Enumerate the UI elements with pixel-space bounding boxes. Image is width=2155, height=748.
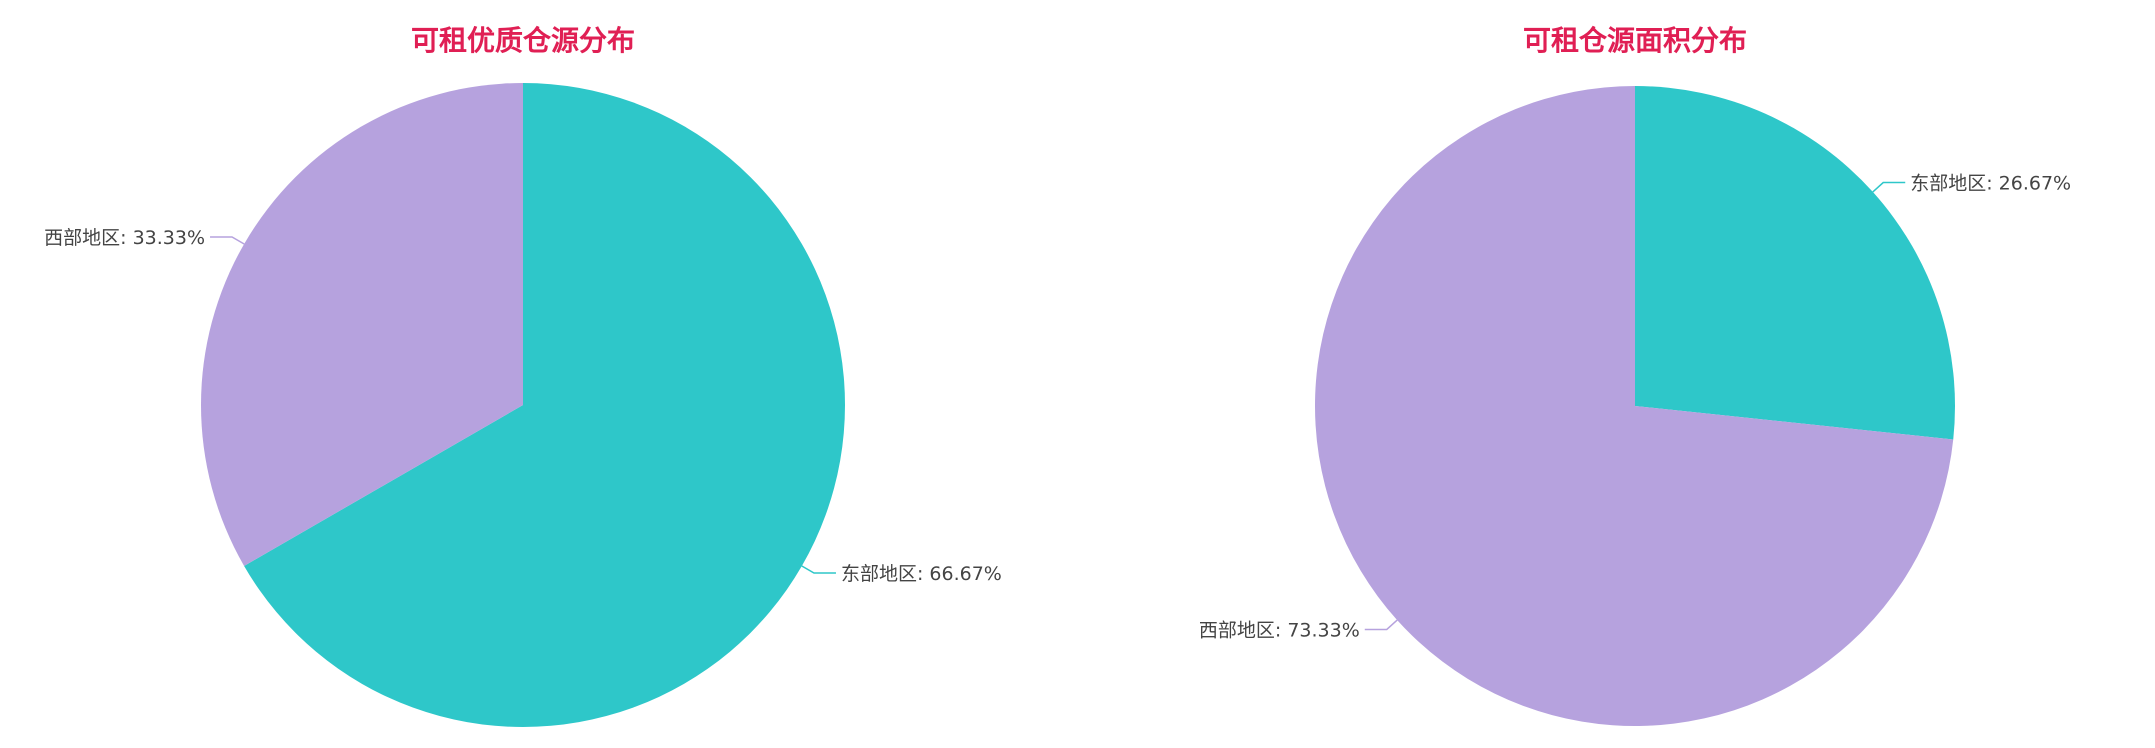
pie-slice-west[interactable] xyxy=(1315,86,1954,726)
pie-slice-east[interactable] xyxy=(244,83,846,727)
label-leader-line xyxy=(1872,181,1906,193)
label-leader-line xyxy=(1364,619,1398,631)
slice-label: 西部地区: 33.33% xyxy=(44,227,205,249)
pie-slice-west[interactable] xyxy=(200,82,523,566)
slice-label: 东部地区: 26.67% xyxy=(1910,173,2071,195)
slice-label: 西部地区: 73.33% xyxy=(1199,619,1360,641)
label-leader-line xyxy=(210,236,245,245)
slice-label: 东部地区: 66.67% xyxy=(841,563,1002,585)
pie-slice-east[interactable] xyxy=(1635,86,1955,440)
chart-title: 可租仓源面积分布 xyxy=(1523,24,1747,57)
chart-title: 可租优质仓源分布 xyxy=(411,24,635,57)
label-leader-line xyxy=(801,565,836,574)
